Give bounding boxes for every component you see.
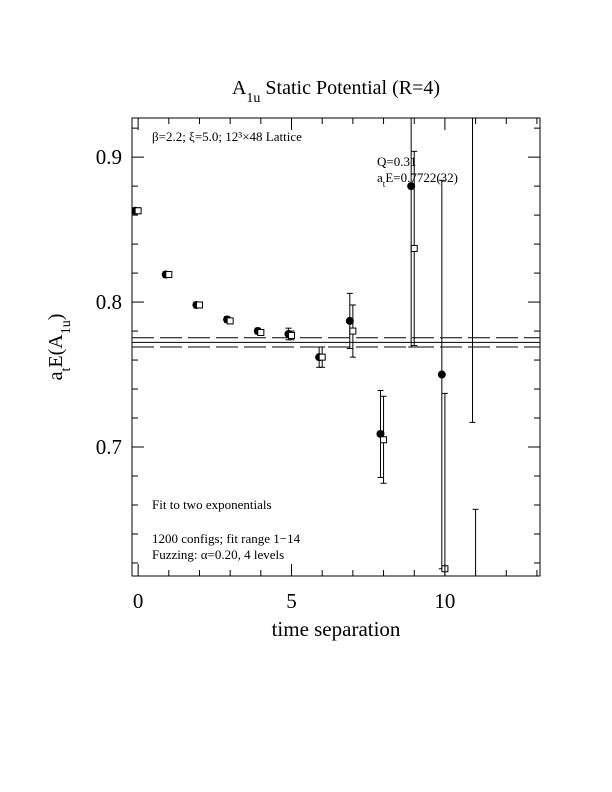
point	[165, 271, 173, 279]
annotation: Q=0.31	[377, 154, 416, 169]
error-bar	[469, 118, 476, 423]
point	[407, 182, 416, 191]
plot-area	[132, 81, 540, 638]
text-segment: )	[45, 314, 67, 321]
y-tick-label: 0.8	[96, 290, 122, 314]
point	[134, 207, 142, 215]
annotation: β=2.2; ξ=5.0; 12³×48 Lattice	[152, 129, 302, 144]
text-segment: 1u	[59, 320, 74, 334]
text-segment: a	[377, 170, 383, 185]
annotation: Fit to two exponentials	[152, 497, 272, 512]
x-tick-label: 5	[286, 589, 297, 613]
point	[195, 301, 203, 309]
text-segment: a	[45, 371, 67, 380]
point	[257, 329, 265, 337]
point	[376, 429, 385, 438]
annotation: Fuzzing: α=0.20, 4 levels	[152, 547, 284, 562]
chart-title: A1u Static Potential (R=4)	[232, 77, 440, 106]
text-segment: E=0.7722(32)	[385, 170, 458, 185]
error-bar	[472, 508, 479, 576]
x-tick-label: 10	[434, 589, 455, 613]
point	[226, 317, 234, 325]
point	[345, 316, 354, 325]
text-segment: t	[383, 179, 386, 189]
x-tick-label: 0	[133, 589, 144, 613]
point	[437, 370, 446, 379]
point	[349, 327, 357, 335]
point	[469, 81, 477, 89]
y-axis-label: atE(A1u)	[45, 314, 74, 381]
text-segment: Static Potential (R=4)	[260, 77, 440, 99]
text-segment: E(A	[45, 334, 67, 368]
point	[318, 353, 326, 361]
x-axis-label: time separation	[272, 617, 401, 641]
y-tick-label: 0.7	[96, 435, 122, 459]
text-segment: A	[232, 77, 247, 99]
point	[288, 331, 296, 339]
point	[473, 632, 479, 638]
text-segment: 1u	[246, 91, 260, 106]
text-segment: t	[59, 368, 74, 372]
fit-annotation: atE=0.7722(32)	[377, 170, 458, 189]
y-tick-label: 0.9	[96, 145, 122, 169]
annotation: 1200 configs; fit range 1−14	[152, 531, 301, 546]
point	[410, 244, 418, 252]
point	[380, 436, 388, 444]
